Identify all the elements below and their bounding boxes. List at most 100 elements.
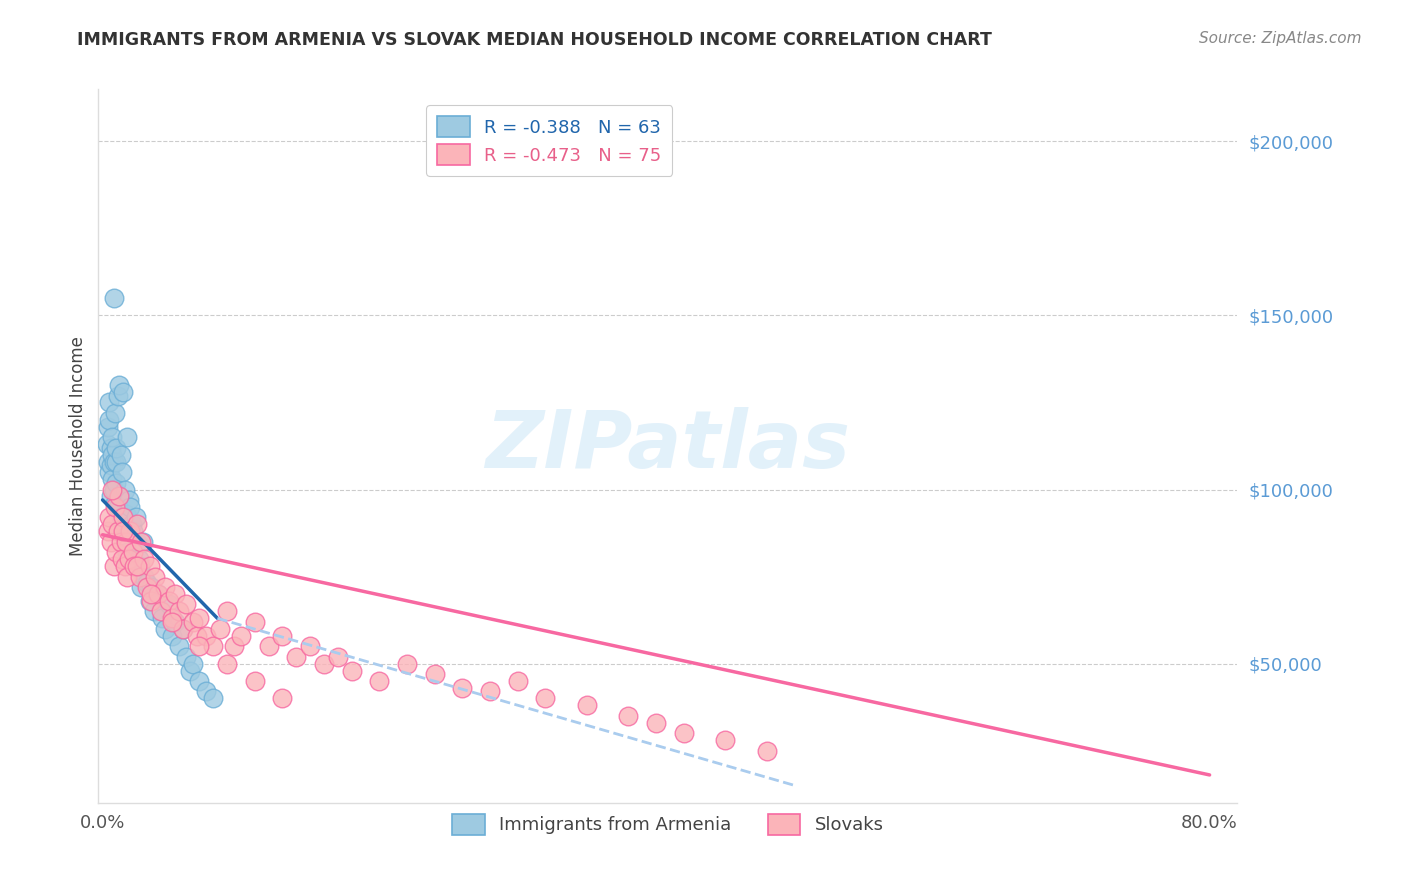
- Point: [107, 524, 129, 539]
- Point: [188, 639, 211, 653]
- Point: [139, 594, 162, 608]
- Point: [174, 649, 197, 664]
- Point: [115, 534, 138, 549]
- Point: [112, 510, 135, 524]
- Point: [110, 448, 132, 462]
- Point: [188, 673, 211, 688]
- Point: [326, 649, 349, 664]
- Point: [167, 639, 190, 653]
- Point: [617, 708, 640, 723]
- Point: [479, 684, 502, 698]
- Point: [120, 500, 142, 514]
- Point: [174, 598, 197, 612]
- Point: [110, 534, 132, 549]
- Point: [195, 629, 218, 643]
- Point: [103, 291, 125, 305]
- Point: [131, 534, 153, 549]
- Point: [312, 657, 335, 671]
- Point: [105, 441, 128, 455]
- Point: [285, 649, 308, 664]
- Point: [107, 388, 129, 402]
- Point: [534, 691, 557, 706]
- Point: [105, 455, 128, 469]
- Point: [146, 587, 169, 601]
- Point: [229, 629, 252, 643]
- Point: [755, 743, 778, 757]
- Point: [122, 524, 145, 539]
- Point: [217, 657, 239, 671]
- Point: [104, 500, 127, 514]
- Point: [157, 594, 180, 608]
- Point: [172, 622, 194, 636]
- Point: [257, 639, 280, 653]
- Point: [395, 657, 418, 671]
- Point: [114, 559, 136, 574]
- Y-axis label: Median Household Income: Median Household Income: [69, 336, 87, 556]
- Legend: Immigrants from Armenia, Slovaks: Immigrants from Armenia, Slovaks: [443, 805, 893, 844]
- Point: [112, 524, 135, 539]
- Point: [160, 611, 183, 625]
- Point: [98, 395, 121, 409]
- Point: [188, 611, 211, 625]
- Point: [120, 524, 142, 539]
- Point: [97, 420, 120, 434]
- Point: [127, 517, 149, 532]
- Point: [131, 534, 153, 549]
- Point: [117, 569, 139, 583]
- Point: [124, 559, 146, 574]
- Point: [129, 559, 152, 574]
- Point: [167, 604, 190, 618]
- Point: [105, 545, 128, 559]
- Point: [104, 406, 127, 420]
- Point: [121, 517, 143, 532]
- Point: [142, 604, 165, 618]
- Point: [135, 576, 157, 591]
- Point: [114, 483, 136, 497]
- Point: [149, 604, 172, 618]
- Point: [100, 441, 122, 455]
- Point: [108, 490, 131, 504]
- Point: [124, 559, 146, 574]
- Point: [423, 667, 446, 681]
- Point: [506, 673, 529, 688]
- Point: [451, 681, 474, 695]
- Point: [128, 552, 150, 566]
- Point: [103, 483, 125, 497]
- Point: [125, 510, 148, 524]
- Point: [243, 673, 266, 688]
- Point: [107, 500, 129, 514]
- Point: [101, 448, 124, 462]
- Point: [104, 496, 127, 510]
- Point: [100, 458, 122, 472]
- Point: [243, 615, 266, 629]
- Point: [181, 657, 204, 671]
- Point: [127, 559, 149, 574]
- Point: [138, 559, 160, 574]
- Point: [108, 490, 131, 504]
- Point: [117, 545, 139, 559]
- Point: [110, 510, 132, 524]
- Text: IMMIGRANTS FROM ARMENIA VS SLOVAK MEDIAN HOUSEHOLD INCOME CORRELATION CHART: IMMIGRANTS FROM ARMENIA VS SLOVAK MEDIAN…: [77, 31, 993, 49]
- Point: [101, 472, 124, 486]
- Point: [112, 385, 135, 400]
- Point: [368, 673, 391, 688]
- Point: [98, 510, 121, 524]
- Point: [160, 629, 183, 643]
- Point: [97, 524, 120, 539]
- Point: [98, 413, 121, 427]
- Point: [299, 639, 322, 653]
- Point: [714, 733, 737, 747]
- Point: [117, 430, 139, 444]
- Point: [143, 569, 166, 583]
- Point: [181, 615, 204, 629]
- Point: [672, 726, 695, 740]
- Point: [163, 615, 186, 629]
- Point: [217, 604, 239, 618]
- Point: [103, 455, 125, 469]
- Point: [157, 598, 180, 612]
- Point: [105, 475, 128, 490]
- Point: [135, 580, 157, 594]
- Point: [129, 569, 152, 583]
- Point: [111, 552, 134, 566]
- Point: [160, 615, 183, 629]
